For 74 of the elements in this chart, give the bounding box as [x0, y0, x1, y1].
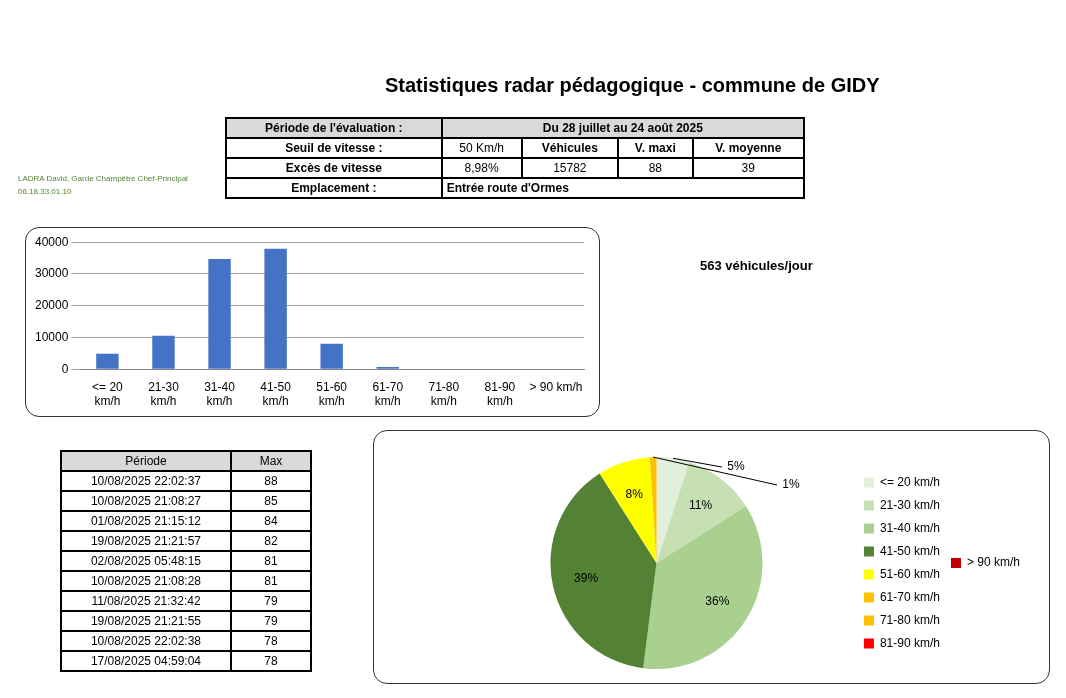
y-tick-label: 0 — [61, 361, 69, 376]
text: 85 — [231, 491, 311, 511]
text: Max — [231, 451, 311, 471]
text: 10/08/2025 22:02:37 — [61, 471, 231, 491]
data-label: 36% — [705, 593, 730, 608]
bar — [152, 335, 175, 369]
x-tick-label: 41-50 km/h — [260, 379, 292, 409]
text: Du 28 juillet au 24 août 2025 — [441, 118, 804, 138]
text: 88 — [231, 471, 311, 491]
text: Emplacement : — [226, 178, 442, 198]
x-tick-label: <= 20 km/h — [92, 379, 124, 409]
y-tick-label: 30000 — [34, 266, 69, 281]
text: 81 — [231, 551, 311, 571]
text: 19/08/2025 21:21:55 — [61, 611, 231, 631]
text: Entrée route d'Ormes — [441, 178, 804, 198]
text: 84 — [231, 511, 311, 531]
text: 01/08/2025 21:15:12 — [61, 511, 231, 531]
text: 8,98% — [441, 158, 522, 178]
data-label: 5% — [727, 459, 745, 474]
text: 11/08/2025 21:32:42 — [61, 591, 231, 611]
text: 78 — [231, 631, 311, 651]
bar — [320, 343, 343, 369]
legend-label: 61-70 km/h — [879, 589, 940, 604]
x-tick-label: 71-80 km/h — [428, 379, 460, 409]
legend-label: 41-50 km/h — [879, 543, 940, 558]
text: V. maxi — [618, 138, 693, 158]
text: LADRA David, Garde Champêtre Chef-Principal — [18, 173, 189, 185]
data-label: 1% — [782, 477, 800, 492]
text: Véhicules — [521, 138, 619, 158]
text: 82 — [231, 531, 311, 551]
y-tick-label: 20000 — [34, 298, 69, 313]
text: Excès de vitesse — [226, 158, 442, 178]
y-tick-label: 10000 — [34, 329, 69, 344]
x-tick-label: 31-40 km/h — [204, 379, 236, 409]
x-tick-label: 81-90 km/h — [484, 379, 516, 409]
text: 02/08/2025 05:48:15 — [61, 551, 231, 571]
text: 88 — [618, 158, 693, 178]
x-tick-label: 61-70 km/h — [372, 379, 404, 409]
text: 10/08/2025 21:08:28 — [61, 571, 231, 591]
legend-label: 71-80 km/h — [879, 612, 940, 627]
legend-label: 31-40 km/h — [879, 520, 940, 535]
text: Seuil de vitesse : — [226, 138, 442, 158]
text: 15782 — [521, 158, 619, 178]
text: 10/08/2025 21:08:27 — [61, 491, 231, 511]
text: 10/08/2025 22:02:38 — [61, 631, 231, 651]
text: 06.18.33.01.10 — [18, 186, 73, 198]
legend-label: 81-90 km/h — [879, 635, 940, 650]
text: 50 Km/h — [441, 138, 522, 158]
text: 39 — [692, 158, 804, 178]
text: 81 — [231, 571, 311, 591]
y-tick-label: 40000 — [34, 234, 69, 249]
data-label: 8% — [625, 486, 644, 501]
text: 79 — [231, 611, 311, 631]
legend-label: 21-30 km/h — [879, 497, 940, 512]
bar — [208, 259, 231, 369]
x-tick-label: 51-60 km/h — [316, 379, 348, 409]
text: V. moyenne — [692, 138, 804, 158]
data-label: 11% — [689, 498, 713, 513]
text: 19/08/2025 21:21:57 — [61, 531, 231, 551]
text: Période — [61, 451, 231, 471]
data-label: 39% — [574, 571, 599, 586]
x-tick-label: 21-30 km/h — [148, 379, 180, 409]
legend-label: 51-60 km/h — [879, 566, 940, 581]
bar — [96, 353, 119, 369]
text: 17/08/2025 04:59:04 — [61, 651, 231, 671]
legend-label: <= 20 km/h — [879, 474, 940, 489]
legend-label: > 90 km/h — [966, 555, 1020, 570]
text: Statistiques radar pédagogique - commune de GIDY — [385, 74, 880, 97]
text: 563 véhicules/jour — [700, 258, 814, 273]
text: Période de l'évaluation : — [226, 118, 442, 138]
text: 78 — [231, 651, 311, 671]
bar — [264, 248, 287, 369]
x-tick-label: > 90 km/h — [529, 379, 583, 394]
text: 79 — [231, 591, 311, 611]
